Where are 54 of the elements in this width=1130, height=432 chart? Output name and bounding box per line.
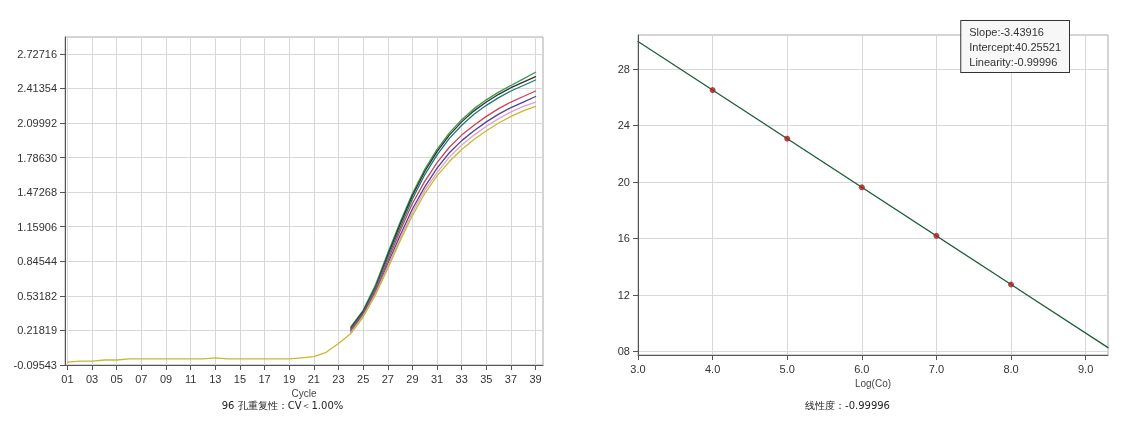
- y-tick-label: 12: [617, 288, 630, 301]
- y-tick-label: 16: [617, 232, 630, 245]
- x-tick-label: 19: [283, 372, 296, 385]
- y-tick-label: 1.47268: [17, 186, 57, 199]
- y-tick-label: 0.53182: [17, 289, 57, 302]
- y-tick-label: 2.72716: [17, 47, 57, 60]
- x-tick-label: 15: [233, 372, 247, 385]
- text: 96 孔重复性：CV＜1.00%: [221, 399, 344, 411]
- y-tick-label: -0.09543: [13, 359, 57, 371]
- x-tick-label: 11: [184, 372, 197, 385]
- x-tick-label: 05: [110, 372, 123, 385]
- x-tick-label: 27: [381, 372, 394, 385]
- point: [784, 135, 791, 142]
- x-tick-label: 29: [406, 372, 419, 385]
- x-axis-title: Cycle: [291, 388, 317, 400]
- x-tick-label: 5.0: [779, 362, 795, 375]
- x-tick-label: 9.0: [1077, 362, 1094, 375]
- x-tick-label: 37: [504, 372, 518, 385]
- y-tick-label: 28: [617, 62, 630, 75]
- y-tick-label: 20: [617, 175, 630, 188]
- x-tick-label: 7.0: [928, 362, 945, 375]
- x-tick-label: 8.0: [1003, 362, 1019, 375]
- annotation: Slope:-3.43916 Intercept:40.25521 Linearity:-0.99996: [969, 25, 1062, 68]
- x-tick-label: 31: [430, 372, 444, 385]
- point: [933, 232, 940, 239]
- x-tick-label: 03: [85, 372, 99, 385]
- x-tick-label: 4.0: [704, 362, 721, 375]
- x-tick-label: 07: [135, 372, 148, 385]
- x-axis-title: Log(Co): [854, 378, 892, 390]
- line-series: [66, 105, 537, 363]
- x-tick-label: 33: [455, 372, 468, 385]
- y-tick-label: 0.84544: [17, 255, 57, 268]
- y-tick-label: 08: [617, 345, 630, 358]
- x-tick-label: 13: [209, 372, 222, 385]
- x-tick-label: 39: [529, 372, 542, 385]
- y-tick-label: 24: [617, 119, 630, 132]
- y-tick-label: 1.15906: [17, 220, 57, 233]
- x-tick-label: 01: [61, 372, 74, 385]
- x-tick-label: 21: [307, 372, 320, 385]
- y-tick-label: 0.21819: [17, 324, 57, 337]
- y-tick-label: 1.78630: [17, 151, 57, 164]
- y-tick-label: 2.09992: [17, 116, 57, 129]
- x-tick-label: 23: [332, 372, 345, 385]
- x-tick-label: 09: [159, 372, 173, 385]
- x-tick-label: 25: [357, 372, 370, 385]
- point: [858, 184, 865, 191]
- x-tick-label: 35: [480, 372, 493, 385]
- text: 线性度：-0.99996: [805, 399, 890, 411]
- y-tick-label: 2.41354: [17, 82, 57, 95]
- point: [709, 87, 716, 94]
- point: [1008, 281, 1015, 288]
- x-tick-label: 3.0: [630, 362, 646, 375]
- x-tick-label: 17: [258, 372, 271, 385]
- x-tick-label: 6.0: [854, 362, 870, 375]
